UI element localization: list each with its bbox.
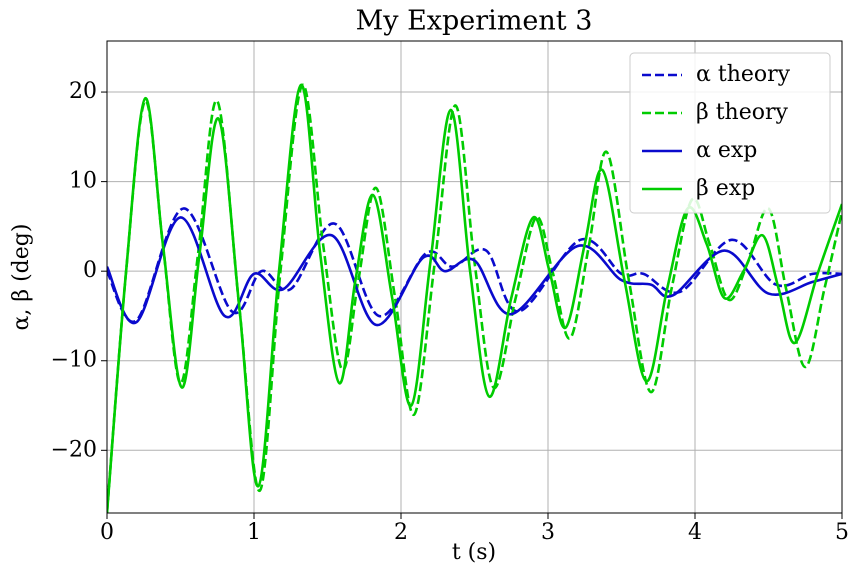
y-axis-label: α, β (deg) bbox=[9, 224, 34, 331]
x-axis-label: t (s) bbox=[452, 540, 496, 565]
y-tick-label: 20 bbox=[69, 79, 97, 104]
x-tick-label: 0 bbox=[100, 520, 114, 545]
legend-box bbox=[629, 52, 831, 214]
x-tick-label: 4 bbox=[688, 520, 702, 545]
x-tick-label: 5 bbox=[835, 520, 849, 545]
x-tick-label: 2 bbox=[394, 520, 408, 545]
y-tick-label: −20 bbox=[51, 437, 97, 462]
data-line bbox=[107, 83, 842, 513]
x-tick-label: 3 bbox=[541, 520, 555, 545]
x-tick-label: 1 bbox=[247, 520, 261, 545]
y-tick-label: 0 bbox=[83, 258, 97, 283]
legend-label: β theory bbox=[696, 100, 789, 125]
legend-label: α theory bbox=[696, 62, 791, 87]
legend-label: α exp bbox=[696, 138, 757, 163]
y-tick-label: 10 bbox=[69, 169, 97, 194]
plot-frame bbox=[106, 40, 843, 514]
data-line bbox=[107, 216, 842, 327]
y-tick-label: −10 bbox=[51, 348, 97, 373]
chart-title: My Experiment 3 bbox=[356, 6, 593, 37]
legend-label: β exp bbox=[696, 176, 755, 201]
